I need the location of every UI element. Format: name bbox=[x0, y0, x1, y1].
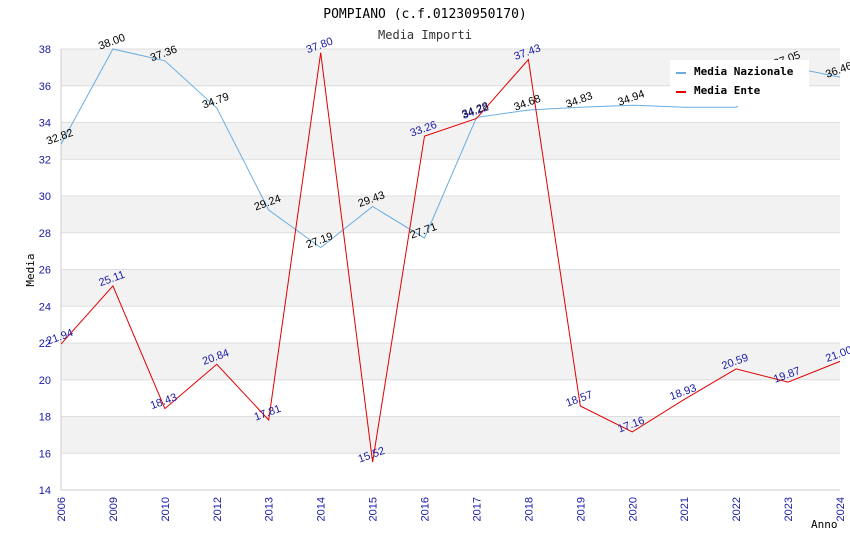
y-axis-label: Media bbox=[24, 253, 37, 286]
background-bands bbox=[61, 49, 840, 490]
x-tick-label: 2013 bbox=[264, 497, 276, 521]
y-tick-label: 18 bbox=[39, 412, 51, 424]
legend-label-nazionale: Media Nazionale bbox=[694, 65, 794, 78]
y-tick-label: 14 bbox=[39, 485, 51, 497]
x-tick-label: 2024 bbox=[835, 497, 847, 521]
y-tick-labels: 14 16 18 20 22 24 26 28 30 32 34 36 38 bbox=[39, 44, 51, 497]
band bbox=[61, 416, 840, 454]
x-tick-label: 2010 bbox=[160, 497, 172, 521]
band bbox=[61, 122, 840, 160]
chart-title: POMPIANO (c.f.01230950170) bbox=[323, 7, 527, 22]
x-tick-label: 2022 bbox=[731, 497, 743, 521]
x-tick-label: 2009 bbox=[108, 497, 120, 521]
series-line-media-ente bbox=[60, 52, 841, 463]
x-tick-label: 2016 bbox=[420, 497, 432, 521]
y-tick-label: 26 bbox=[39, 265, 51, 277]
x-tick-label: 2021 bbox=[679, 497, 691, 521]
y-tick-label: 38 bbox=[39, 44, 51, 56]
y-tick-label: 20 bbox=[39, 375, 51, 387]
legend-box bbox=[670, 60, 809, 106]
x-tick-label: 2017 bbox=[471, 497, 483, 521]
axes bbox=[60, 49, 840, 491]
y-tick-label: 16 bbox=[39, 448, 51, 460]
x-tick-label: 2015 bbox=[368, 497, 380, 521]
band bbox=[61, 453, 840, 490]
x-tick-label: 2012 bbox=[212, 497, 224, 521]
y-tick-label: 28 bbox=[39, 228, 51, 240]
x-tick-label: 2019 bbox=[575, 497, 587, 521]
series-lines bbox=[60, 48, 841, 463]
x-tick-label: 2006 bbox=[56, 497, 68, 521]
band bbox=[61, 306, 840, 343]
y-tick-label: 22 bbox=[39, 338, 51, 350]
band bbox=[61, 343, 840, 380]
x-tick-label: 2018 bbox=[523, 497, 535, 521]
chart-subtitle: Media Importi bbox=[378, 28, 472, 42]
x-axis-label: Anno bbox=[811, 518, 838, 531]
x-tick-labels: 2006 2009 2010 2012 2013 2014 2015 2016 2017 2018… bbox=[56, 497, 847, 521]
band bbox=[61, 196, 840, 233]
y-tick-label: 30 bbox=[39, 191, 51, 203]
band bbox=[61, 269, 840, 307]
y-tick-label: 34 bbox=[39, 118, 51, 130]
y-tick-label: 36 bbox=[39, 81, 51, 93]
x-tick-label: 2023 bbox=[783, 497, 795, 521]
legend: Media Nazionale Media Ente bbox=[670, 60, 809, 106]
y-tick-label: 32 bbox=[39, 154, 51, 166]
band bbox=[61, 232, 840, 270]
legend-label-ente: Media Ente bbox=[694, 84, 761, 97]
x-tick-label: 2020 bbox=[627, 497, 639, 521]
y-tick-label: 24 bbox=[39, 301, 51, 313]
series-line-media-nazionale bbox=[60, 48, 841, 249]
x-tick-label: 2014 bbox=[316, 497, 328, 521]
